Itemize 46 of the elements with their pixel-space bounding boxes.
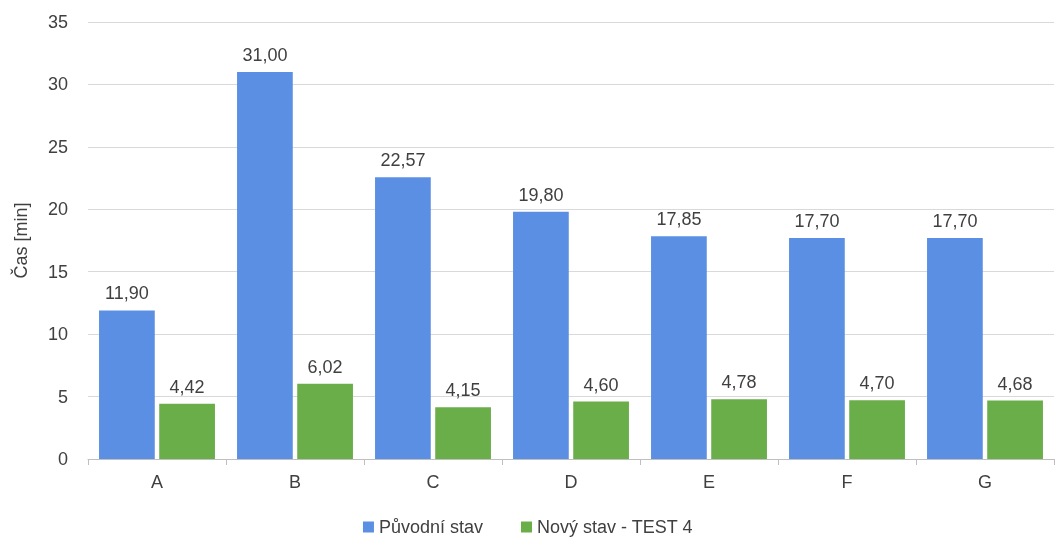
x-tick-label: E xyxy=(702,472,716,492)
data-label: 19,80 xyxy=(518,184,564,205)
data-label: 4,68 xyxy=(997,373,1033,394)
x-tick-label: C xyxy=(426,472,440,492)
bar xyxy=(375,177,431,459)
y-tick-label: 0 xyxy=(57,449,68,469)
bar xyxy=(651,236,707,459)
data-label: 11,90 xyxy=(105,283,149,304)
bar xyxy=(573,401,629,459)
bar xyxy=(789,238,845,459)
legend-label: Nový stav - TEST 4 xyxy=(537,517,693,537)
data-label: 4,15 xyxy=(445,380,481,401)
x-tick-label: B xyxy=(288,472,302,492)
bar xyxy=(987,400,1043,459)
x-tick-label: G xyxy=(977,472,993,492)
y-tick-label: 25 xyxy=(47,136,68,157)
data-label: 22,57 xyxy=(380,150,426,171)
data-label: 31,00 xyxy=(242,44,288,65)
y-tick-label: 10 xyxy=(47,324,68,345)
bar xyxy=(513,211,569,459)
data-label: 17,70 xyxy=(794,211,840,231)
data-label: 17,70 xyxy=(932,211,978,231)
x-tick-label: A xyxy=(150,472,164,492)
bar xyxy=(435,407,491,459)
x-tick-label: D xyxy=(564,472,578,492)
y-axis-title: Čas [min] xyxy=(10,202,31,279)
bar xyxy=(849,400,905,459)
y-tick-label: 30 xyxy=(47,74,68,95)
x-tick-label: F xyxy=(841,472,853,492)
bar xyxy=(711,399,767,459)
bar xyxy=(927,238,983,459)
data-label: 17,85 xyxy=(656,209,702,230)
data-label: 4,60 xyxy=(583,374,619,395)
data-label: 6,02 xyxy=(307,356,343,377)
y-tick-label: 15 xyxy=(47,261,68,282)
data-label: 4,78 xyxy=(721,372,757,393)
y-tick-label: 20 xyxy=(47,199,68,220)
y-tick-label: 35 xyxy=(47,12,68,32)
bar xyxy=(99,310,155,459)
bar xyxy=(297,383,353,459)
bar xyxy=(237,71,293,459)
bar xyxy=(159,403,215,459)
data-label: 4,70 xyxy=(859,373,895,394)
legend-label: Původní stav xyxy=(378,517,484,537)
y-tick-label: 5 xyxy=(57,386,68,407)
data-label: 4,42 xyxy=(169,376,205,397)
